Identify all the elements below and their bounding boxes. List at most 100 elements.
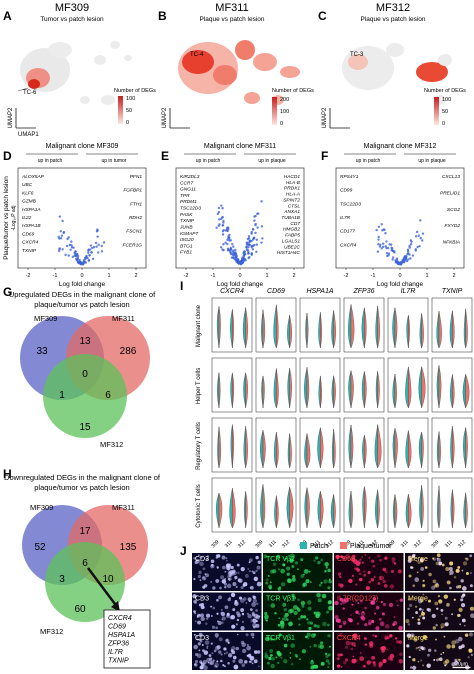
panel-letter: C: [318, 9, 327, 23]
x-tick-label: 312: [237, 539, 247, 549]
volcano-point: [254, 222, 257, 226]
volcano-point: [71, 255, 74, 259]
violin-plaque: [452, 310, 455, 349]
volcano-point: [97, 243, 100, 247]
gene-label: KIR2DL3: [180, 174, 200, 180]
volcano-point: [377, 235, 380, 239]
violin-plaque: [364, 434, 367, 469]
volcano-point: [242, 255, 246, 258]
volcano-point: [83, 260, 86, 264]
violin-plaque: [218, 372, 221, 409]
venn-set-label: MF312: [100, 440, 123, 449]
gene-label: FGFBP1: [123, 188, 142, 194]
volcano-point: [260, 241, 263, 244]
violin-plaque: [276, 304, 279, 349]
panel-title: Malignant clone MF312: [364, 143, 437, 150]
cluster-label: TC-4: [190, 52, 204, 58]
plot-area: [17, 167, 147, 269]
direction-label: up in patch: [38, 158, 63, 164]
violin-plaque: [245, 491, 248, 529]
volcano-point: [387, 254, 390, 257]
gene-label: CD69: [108, 624, 126, 631]
volcano-point: [222, 221, 225, 224]
volcano-point: [222, 243, 225, 246]
volcano-point: [260, 225, 264, 228]
panel-letter: H: [3, 467, 12, 481]
x-tick-label: 309: [210, 539, 220, 549]
stain-label: CD3: [195, 596, 209, 603]
venn-circle-mf312: [45, 542, 125, 622]
volcano-point: [246, 237, 250, 241]
stain-label: CD3: [195, 635, 209, 642]
gene-label: TXNIP: [22, 248, 37, 254]
legend-tick: 100: [126, 96, 135, 102]
violin-plaque: [408, 366, 412, 409]
violin-plaque: [306, 367, 310, 409]
gene-label: CTSL: [288, 203, 301, 209]
legend-tick: 0: [126, 120, 129, 126]
volcano-plots: D Malignant clone MF309 up in patch up in t…: [3, 143, 465, 288]
gene-label: KLF6: [22, 190, 34, 196]
gene-label: GZMB: [22, 199, 37, 205]
volcano-point: [217, 224, 221, 227]
volcano-point: [95, 230, 99, 233]
color-scale: [434, 97, 439, 125]
violin-plaque: [421, 313, 424, 349]
y-axis-label: UMAP2: [8, 107, 14, 128]
venn-title: plaque/tumor vs patch lesion: [34, 300, 129, 309]
violin-plaque: [320, 491, 324, 529]
direction-label: up in patch: [356, 158, 381, 164]
volcano-point: [72, 246, 75, 249]
stain-label: Merge: [408, 556, 428, 563]
volcano-point: [253, 219, 256, 222]
volcano-point: [65, 244, 69, 248]
volcano-point: [381, 245, 385, 249]
x-tick-label: 309: [430, 539, 440, 549]
violin-plaque: [289, 433, 292, 469]
violin-plaque: [377, 424, 382, 469]
volcano-point: [391, 258, 394, 261]
violin-plaque: [394, 307, 398, 349]
volcano-point: [254, 231, 257, 235]
direction-label: up in plaque: [258, 158, 285, 164]
panel-g: G Upregulated DEGs in the malignant clon…: [3, 285, 156, 449]
arrow: [87, 567, 119, 609]
violin-plaque: [438, 485, 441, 529]
venn-set-label: MF309: [34, 314, 57, 323]
venn-count: 286: [120, 346, 137, 357]
panel-letter: F: [321, 149, 328, 163]
violin-plaque: [306, 313, 309, 349]
violin-plaque: [262, 375, 265, 409]
volcano-point: [256, 226, 259, 229]
violin-plaque: [218, 492, 223, 529]
volcano-point: [375, 228, 378, 232]
gene-label: TSC22D3: [340, 201, 361, 207]
row-label: Malignant clone: [196, 304, 202, 347]
volcano-point: [419, 219, 422, 222]
gene-label: PRDX1: [284, 186, 300, 192]
volcano-point: [237, 261, 241, 265]
venn-set-label: MF311: [112, 314, 135, 323]
legend-tick: 0: [280, 121, 283, 127]
volcano-point: [226, 242, 229, 246]
violin-plaque: [394, 494, 398, 529]
panel-subtitle: Tumor vs patch lesion: [40, 16, 104, 23]
panel-letter: E: [161, 149, 169, 163]
volcano-point: [70, 244, 73, 247]
volcano-point: [261, 237, 264, 240]
volcano-point: [221, 216, 224, 219]
volcano-point: [233, 257, 236, 260]
gene-label: GNG11: [180, 187, 196, 193]
volcano-point: [219, 246, 223, 249]
color-scale: [272, 97, 277, 125]
gene-header: CD69: [267, 288, 285, 295]
panel-letter: D: [3, 149, 12, 163]
violin-plaque: [465, 492, 468, 529]
x-axis-label: Log fold change: [217, 281, 264, 288]
volcano-point: [376, 250, 380, 253]
violin-plaque: [333, 375, 336, 409]
volcano-point: [245, 241, 249, 244]
volcano-point: [81, 262, 85, 265]
volcano-point: [406, 249, 410, 253]
gene-label: RPS4Y1: [340, 174, 359, 180]
